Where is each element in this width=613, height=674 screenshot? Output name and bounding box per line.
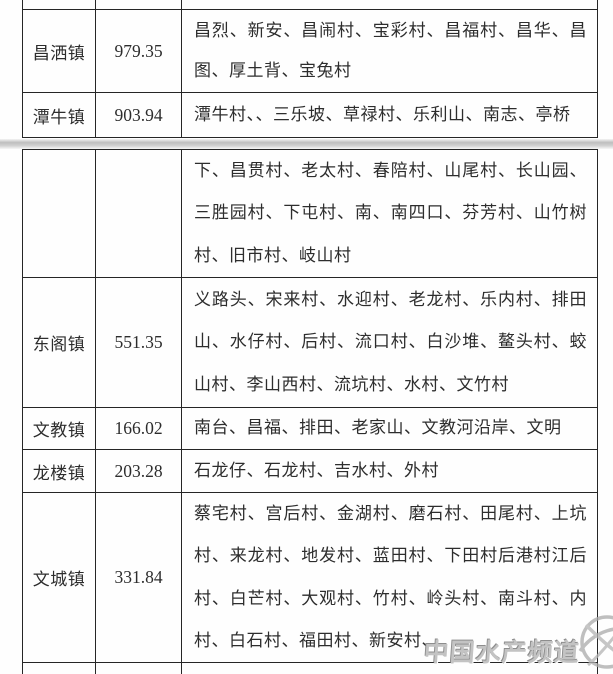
- table-row: 东阁镇 551.35 义路头、宋来村、水迎村、老龙村、乐内村、排田山、水仔村、后…: [23, 278, 598, 408]
- table-row: 文教镇 166.02 南台、昌福、排田、老家山、文教河沿岸、文明: [23, 408, 598, 450]
- villages-text: 蔡宅村、宫后村、金湖村、磨石村、田尾村、上坑村、来龙村、地发村、蓝田村、下田村后…: [194, 503, 587, 651]
- table-row: 下、昌贯村、老太村、春陪村、山尾村、长山园、三胜园村、下屯村、南、南四口、芬芳村…: [23, 150, 598, 278]
- area-cell: [96, 663, 182, 674]
- town-cell: 文教镇: [23, 408, 96, 449]
- villages-cell: 蔡宅村、宫后村、金湖村、磨石村、田尾村、上坑村、来龙村、地发村、蓝田村、下田村后…: [182, 493, 598, 662]
- area-cell: [96, 0, 182, 9]
- area-cell: 903.94: [96, 93, 182, 137]
- town-cell: 龙楼镇: [23, 450, 96, 492]
- villages-text: 义路头、宋来村、水迎村、老龙村、乐内村、排田山、水仔村、后村、流口村、白沙堆、鳌…: [194, 289, 587, 394]
- villages-text: 下、昌贯村、老太村、春陪村、山尾村、长山园、三胜园村、下屯村、南、南四口、芬芳村…: [194, 160, 587, 265]
- table-row: 昌洒镇 979.35 昌烈、新安、昌闹村、宝彩村、昌福村、昌华、昌图、厚土背、宝…: [23, 10, 598, 93]
- villages-text: 石龙仔、石龙村、吉水村、外村: [194, 460, 439, 480]
- town-cell: [23, 150, 96, 277]
- area-cell: 551.35: [96, 278, 182, 407]
- area-cell: 166.02: [96, 408, 182, 449]
- villages-text: 昌烈、新安、昌闹村、宝彩村、昌福村、昌华、昌图、厚土背、宝兔村: [194, 21, 587, 80]
- area-cell: 331.84: [96, 493, 182, 662]
- villages-cell: 南台、昌福、排田、老家山、文教河沿岸、文明: [182, 408, 598, 449]
- town-cell: 东阁镇: [23, 278, 96, 407]
- town-cell: 昌洒镇: [23, 10, 96, 92]
- table-lower: 下、昌贯村、老太村、春陪村、山尾村、长山园、三胜园村、下屯村、南、南四口、芬芳村…: [22, 149, 598, 674]
- table-upper: 昌洒镇 979.35 昌烈、新安、昌闹村、宝彩村、昌福村、昌华、昌图、厚土背、宝…: [22, 0, 598, 138]
- table-row: [23, 0, 598, 10]
- table-row: 龙楼镇 203.28 石龙仔、石龙村、吉水村、外村: [23, 450, 598, 493]
- table-row: [23, 663, 598, 674]
- page-seam-divider: [0, 139, 613, 149]
- town-cell: 潭牛镇: [23, 93, 96, 137]
- villages-text: 潭牛村、、三乐坡、草禄村、乐利山、南志、亭桥: [194, 105, 571, 124]
- villages-cell: 义路头、宋来村、水迎村、老龙村、乐内村、排田山、水仔村、后村、流口村、白沙堆、鳌…: [182, 278, 598, 407]
- villages-cell: [182, 0, 598, 9]
- villages-cell: 昌烈、新安、昌闹村、宝彩村、昌福村、昌华、昌图、厚土背、宝兔村: [182, 10, 598, 92]
- town-cell: 文城镇: [23, 493, 96, 662]
- area-cell: 203.28: [96, 450, 182, 492]
- villages-cell: 石龙仔、石龙村、吉水村、外村: [182, 450, 598, 492]
- villages-cell: 潭牛村、、三乐坡、草禄村、乐利山、南志、亭桥: [182, 93, 598, 137]
- town-cell: [23, 0, 96, 9]
- villages-text: 南台、昌福、排田、老家山、文教河沿岸、文明: [194, 418, 562, 438]
- villages-cell: 下、昌贯村、老太村、春陪村、山尾村、长山园、三胜园村、下屯村、南、南四口、芬芳村…: [182, 150, 598, 277]
- area-cell: [96, 150, 182, 277]
- area-cell: 979.35: [96, 10, 182, 92]
- table-row: 潭牛镇 903.94 潭牛村、、三乐坡、草禄村、乐利山、南志、亭桥: [23, 93, 598, 138]
- town-cell: [23, 663, 96, 674]
- villages-cell: [182, 663, 598, 674]
- table-row: 文城镇 331.84 蔡宅村、宫后村、金湖村、磨石村、田尾村、上坑村、来龙村、地…: [23, 493, 598, 663]
